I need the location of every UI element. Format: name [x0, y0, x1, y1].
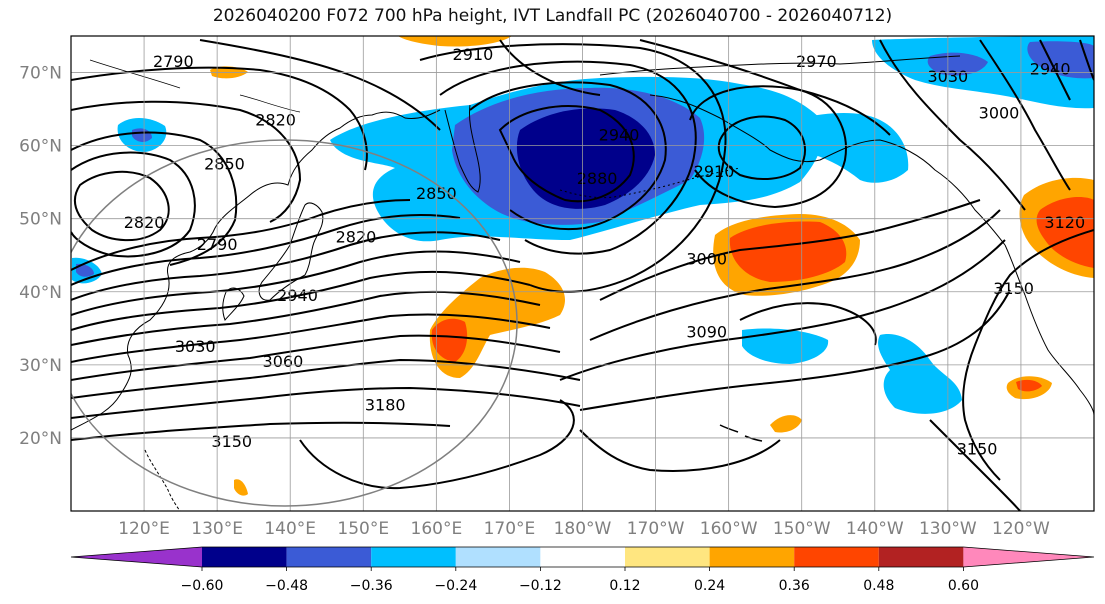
colorbar-tick-label: −0.36: [350, 578, 393, 594]
colorbar-bin: [202, 547, 287, 567]
colorbar-bin: [286, 547, 372, 567]
colorbar: −0.60 −0.48 −0.36 −0.24 −0.12 0.12 0.24 0.36 0.4…: [70, 546, 1095, 594]
colorbar-tick-label: −0.48: [265, 578, 308, 594]
longitude-label: 120°E: [118, 519, 170, 539]
colorbar-bin: [371, 547, 456, 567]
contour-label: 2880: [577, 169, 618, 188]
contour-label: 3000: [686, 250, 727, 269]
contour-label: 2820: [336, 228, 377, 247]
contour-label: 3150: [957, 440, 998, 459]
colorbar-bin: [540, 547, 625, 567]
negative-anomaly-gulf-alaska: [798, 113, 909, 183]
longitude-labels: 120°E 130°E 140°E 150°E 160°E 170°E 180°W 170°W…: [118, 519, 1050, 539]
contour-label: 3180: [365, 396, 406, 415]
colorbar-bin: [709, 547, 795, 567]
na-west-coast: [1004, 244, 1094, 416]
latitude-label: 40°N: [19, 283, 62, 303]
longitude-label: 150°W: [773, 519, 831, 539]
contour-label: 3000: [979, 103, 1020, 122]
latitude-label: 60°N: [19, 137, 62, 157]
longitude-label: 170°W: [627, 519, 685, 539]
colorbar-tick-label: 0.60: [948, 578, 979, 594]
longitude-label: 160°E: [411, 519, 463, 539]
latitude-label: 20°N: [19, 429, 62, 449]
colorbar-tick-label: −0.24: [434, 578, 477, 594]
gridlines: [71, 36, 1094, 511]
ivt-pc-shading: [72, 36, 1094, 496]
colorbar-tick-label: 0.36: [779, 578, 810, 594]
colorbar-tick-label: 0.24: [694, 578, 725, 594]
height-contours: [71, 39, 1094, 511]
latitude-label: 70°N: [19, 64, 62, 84]
longitude-label: 180°W: [554, 519, 612, 539]
latitude-labels: 70°N 60°N 50°N 40°N 30°N 20°N: [19, 64, 62, 449]
japan-coast: [258, 202, 324, 301]
contour-label: 2970: [796, 52, 837, 71]
longitude-label: 120°W: [992, 519, 1050, 539]
map-border: [70, 35, 1095, 512]
contour-label: 2940: [1030, 60, 1071, 79]
contour-label: 3150: [993, 279, 1034, 298]
kamchatka-coast: [444, 104, 481, 193]
contour-label: 2940: [277, 286, 318, 305]
latitude-label: 50°N: [19, 210, 62, 230]
contour-label: 3030: [175, 337, 216, 356]
longitude-label: 130°W: [919, 519, 977, 539]
colorbar-bin: [794, 547, 879, 567]
contour-label: 2850: [204, 155, 245, 174]
longitude-label: 160°W: [700, 519, 758, 539]
longitude-label: 130°E: [191, 519, 243, 539]
contour-label: 3150: [211, 432, 252, 451]
contour-label: 2910: [694, 162, 735, 181]
contour-label: 3090: [686, 323, 727, 342]
negative-anomaly-bering-strong: [516, 108, 655, 209]
longitude-label: 170°E: [484, 519, 536, 539]
longitude-label: 140°E: [264, 519, 316, 539]
siberia-rivers: [89, 59, 301, 113]
landfall-region-circle: [71, 139, 518, 507]
philippines: [144, 449, 181, 511]
colorbar-tick-label: −0.12: [519, 578, 562, 594]
colorbar-bin: [625, 547, 710, 567]
contour-label: 2910: [453, 45, 494, 64]
contour-label: 2820: [255, 111, 296, 130]
map-title: 2026040200 F072 700 hPa height, IVT Land…: [212, 6, 893, 26]
colorbar-bin: [878, 547, 964, 567]
longitude-label: 150°E: [337, 519, 389, 539]
contour-label: 3060: [263, 352, 304, 371]
arctic-coast: [599, 55, 961, 76]
latitude-label: 30°N: [19, 356, 62, 376]
colorbar-tick-label: −0.60: [181, 578, 224, 594]
colorbar-extension-max: [963, 547, 1094, 567]
colorbar-tick-label: 0.48: [863, 578, 894, 594]
colorbar-extension-min: [71, 547, 202, 567]
contour-label: 3120: [1044, 213, 1085, 232]
colorbar-tick-label: 0.12: [609, 578, 640, 594]
asia-coast: [71, 109, 441, 431]
contour-label: 2790: [153, 52, 194, 71]
contour-label: 2940: [599, 125, 640, 144]
longitude-label: 140°W: [846, 519, 904, 539]
colorbar-bin: [455, 547, 541, 567]
